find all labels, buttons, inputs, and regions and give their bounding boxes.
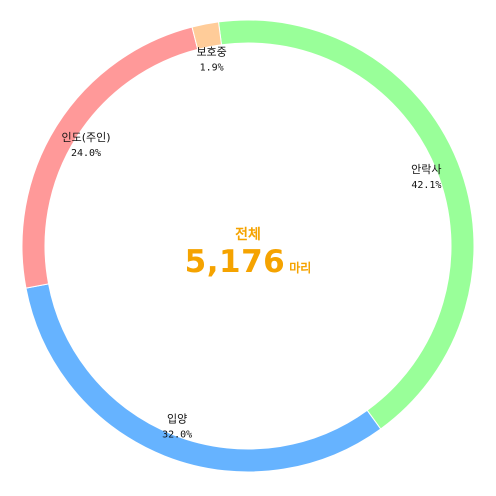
slice-label-2: 인도(주인) 24.0% <box>61 131 110 159</box>
slice-name: 인도(주인) <box>61 131 110 144</box>
center-total-unit: 마리 <box>289 261 312 275</box>
slice-label-0: 안락사 42.1% <box>411 163 441 191</box>
center-total-value: 5,176 <box>184 244 286 280</box>
center-title: 전체 <box>235 227 261 243</box>
slice-percent: 24.0% <box>71 148 101 159</box>
slice-label-1: 입양 32.0% <box>162 412 192 440</box>
center-total: 5,176 마리 <box>0 244 496 280</box>
slice-name: 안락사 <box>411 163 441 176</box>
slice-percent: 1.9% <box>200 62 224 73</box>
slice-percent: 32.0% <box>162 429 192 440</box>
slice-percent: 42.1% <box>411 180 441 191</box>
slice-3 <box>191 21 223 50</box>
slice-label-3: 보호중 1.9% <box>196 45 226 73</box>
slice-name: 보호중 <box>196 45 226 58</box>
slice-group <box>21 19 475 473</box>
slice-name: 입양 <box>167 412 187 425</box>
label-group: 안락사 42.1% 입양 32.0% 인도(주인) 24.0% 보호중 1.9% <box>61 45 441 440</box>
slice-1 <box>25 283 382 473</box>
